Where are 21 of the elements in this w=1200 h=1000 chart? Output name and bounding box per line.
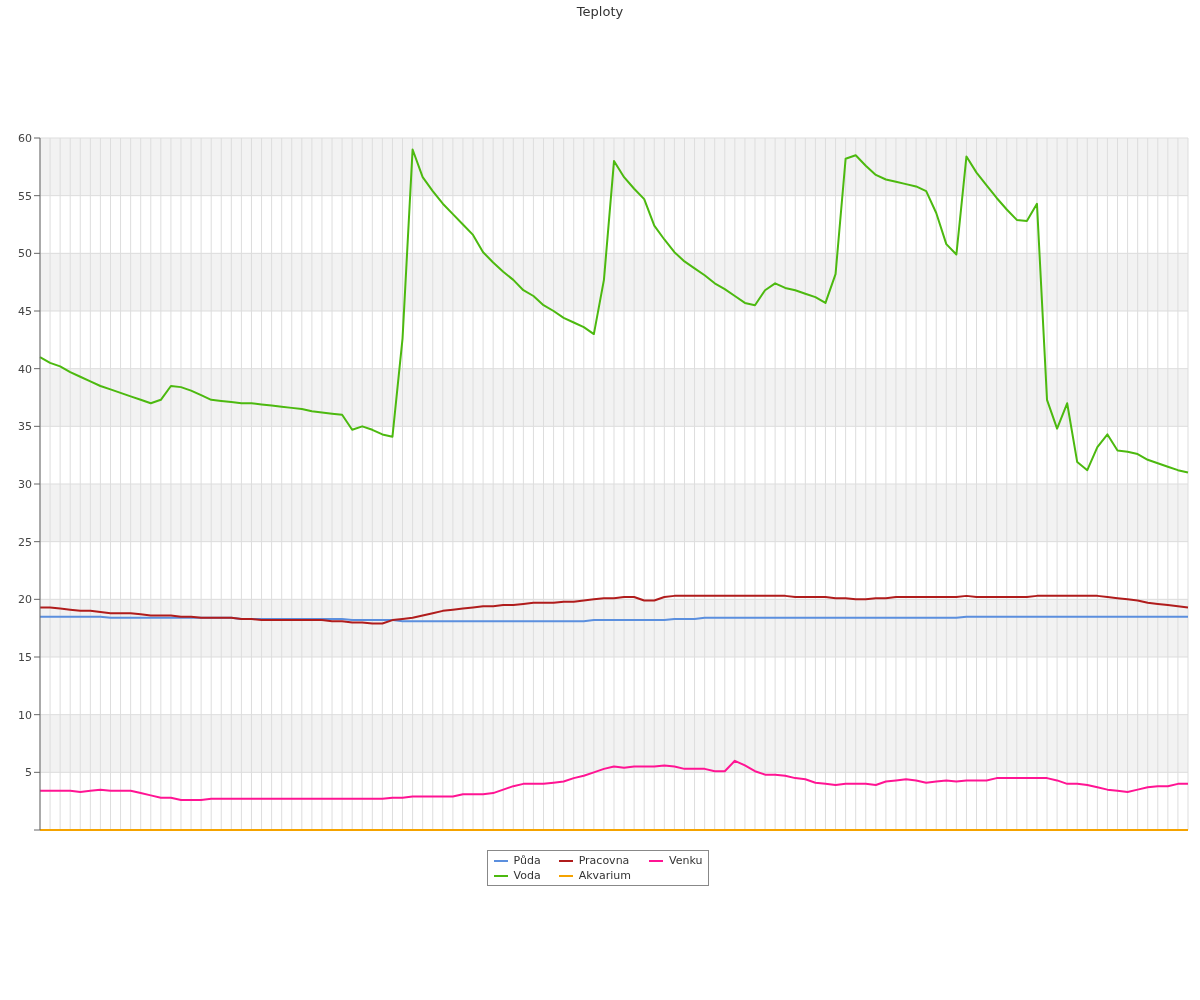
y-tick-label: 45 — [18, 304, 32, 318]
chart-title: Teploty — [575, 4, 625, 21]
line-series — [39, 759, 1189, 802]
y-tick-label: 20 — [18, 593, 32, 607]
y-tick-label: 5 — [25, 766, 32, 780]
y-tick-label: 30 — [18, 477, 32, 491]
line-series — [39, 148, 1189, 474]
y-tick-label: 50 — [18, 247, 32, 261]
line-series — [39, 594, 1189, 625]
y-tick-label: 25 — [18, 535, 32, 549]
legend-label: Pracovna — [578, 854, 630, 867]
y-tick-label: 35 — [18, 420, 32, 434]
y-tick-label: 40 — [18, 362, 32, 376]
y-tick-label: 55 — [18, 189, 32, 203]
legend-label: Půda — [513, 854, 541, 867]
legend-label: Voda — [513, 869, 541, 882]
y-tick-label: 15 — [18, 650, 32, 664]
y-tick-label: 60 — [18, 131, 32, 145]
legend-label: Akvarium — [578, 869, 632, 882]
y-tick-label: 10 — [18, 708, 32, 722]
legend-label: Venku — [669, 854, 703, 867]
